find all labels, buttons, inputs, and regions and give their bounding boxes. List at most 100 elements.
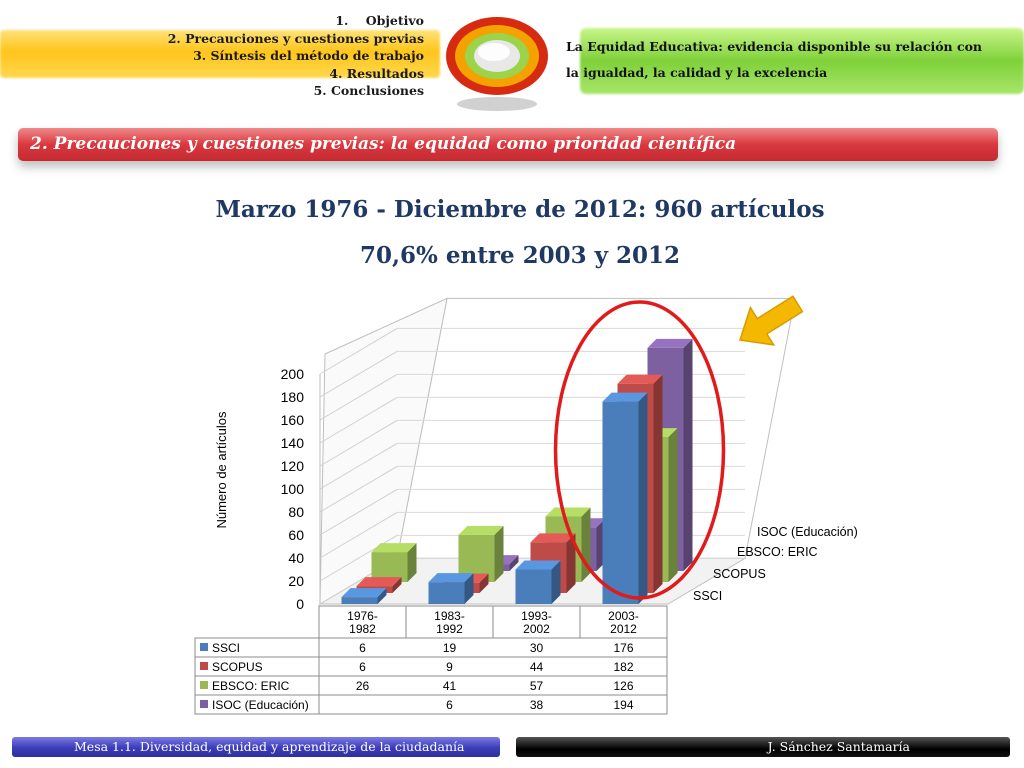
highlight-ellipse [553,300,726,600]
chart-gridline [319,350,398,398]
y-tick-label: 120 [281,458,305,474]
section-menu: 1. Objetivo 2. Precauciones y cuestiones… [168,12,424,100]
bar-side [494,525,504,582]
series-depth-label: SCOPUS [713,567,766,581]
y-tick-label: 100 [281,481,305,497]
chart-gridline [319,373,398,421]
table-value: 126 [613,679,633,693]
chart-gridline [319,442,398,490]
y-tick-label: 160 [281,412,305,428]
bar-side [407,543,417,582]
bar-ssci-2 [515,560,561,604]
bar-front [602,401,639,604]
bar-front [341,597,378,604]
bar-side [551,560,561,604]
category-label: 2012 [610,622,637,636]
bar-side [377,588,387,604]
target-logo-icon [446,17,548,111]
y-tick-label: 20 [288,573,304,589]
table-series-name: EBSCO: ERIC [212,679,290,693]
legend-swatch [200,643,208,651]
category-label: 2002 [523,622,550,636]
table-value: 194 [613,698,633,712]
bar-top [371,543,417,553]
table-series-name: SCOPUS [212,660,263,674]
header-orange-band [0,30,440,78]
menu-item-precauciones[interactable]: 2. Precauciones y cuestiones previas [167,30,424,46]
bar-top [545,507,591,517]
bar-side [668,428,678,582]
series-depth-label: EBSCO: ERIC [737,545,818,559]
y-tick-label: 200 [281,366,305,382]
y-tick-label: 140 [281,435,305,451]
bar-front [371,552,408,582]
table-row [194,656,668,677]
y-tick-label: 180 [281,389,305,405]
bar-top [617,374,663,384]
table-value: 6 [359,641,366,655]
category-label: 1976- [347,609,378,623]
bar-top [530,533,576,543]
table-value: 57 [530,679,544,693]
bar-front [428,582,465,604]
bar-top [341,588,387,598]
menu-item-objetivo[interactable]: 1. Objetivo [335,13,424,28]
category-label: 1982 [349,622,376,636]
bar-side [479,573,489,593]
table-value: 19 [443,641,457,655]
y-axis-label: Número de artículos [214,411,229,529]
arrow-icon [739,295,804,346]
table-value: 41 [443,679,457,693]
series-depth-label: SSCI [693,589,722,603]
bar-top [647,338,693,348]
chart-gridline [319,465,398,513]
bar-top [602,392,648,402]
table-series-name: SSCI [212,641,240,655]
category-label: 1993- [521,609,552,623]
header-green-band [580,28,1024,94]
chart-gridline [319,511,398,559]
chart-gridline [319,396,398,444]
legend-swatch [200,681,208,689]
table-value: 44 [530,660,544,674]
y-tick-label: 40 [288,550,304,566]
bar-side [509,555,519,571]
presentation-topic: La Equidad Educativa: evidencia disponib… [566,39,983,80]
table-value: 6 [359,660,366,674]
menu-item-conclusiones[interactable]: 5. Conclusiones [313,83,424,98]
table-value: 30 [530,641,544,655]
table-series-name: ISOC (Educación) [212,698,309,712]
bar-top [428,573,474,583]
table-row [194,637,668,658]
headline-percentage: 70,6% entre 2003 y 2012 [359,242,681,269]
table-value: 176 [613,641,633,655]
bar-side [653,374,663,593]
headline-total-articles: Marzo 1976 - Diciembre de 2012: 960 artí… [215,196,825,223]
bar-side [683,338,693,571]
bar-ssci-3 [602,392,648,604]
table-value: 6 [446,698,453,712]
footer-author-label: J. Sánchez Santamaría [767,739,910,754]
footer-author-bar: J. Sánchez Santamaría [516,737,1010,757]
chart-gridline [319,419,398,467]
legend-swatch [200,662,208,670]
section-title: 2. Precauciones y cuestiones previas: la… [30,134,737,154]
bar-top [356,577,402,587]
chart-gridline [319,488,398,536]
bar-top [458,525,504,535]
bar-side [464,573,474,604]
bar-top [515,560,561,570]
legend-swatch [200,700,208,708]
bar-ssci-0 [341,588,387,604]
section-title-bar: 2. Precauciones y cuestiones previas: la… [18,128,998,161]
y-tick-label: 60 [288,527,304,543]
table-value: 182 [613,660,633,674]
chart-gridline [319,327,398,375]
series-depth-label: ISOC (Educación) [757,525,858,539]
menu-item-resultados[interactable]: 4. Resultados [329,65,424,81]
bar-side [566,533,576,593]
category-label: 1983- [434,609,465,623]
menu-item-sintesis[interactable]: 3. Síntesis del método de trabajo [193,48,424,63]
bar-side [638,392,648,604]
